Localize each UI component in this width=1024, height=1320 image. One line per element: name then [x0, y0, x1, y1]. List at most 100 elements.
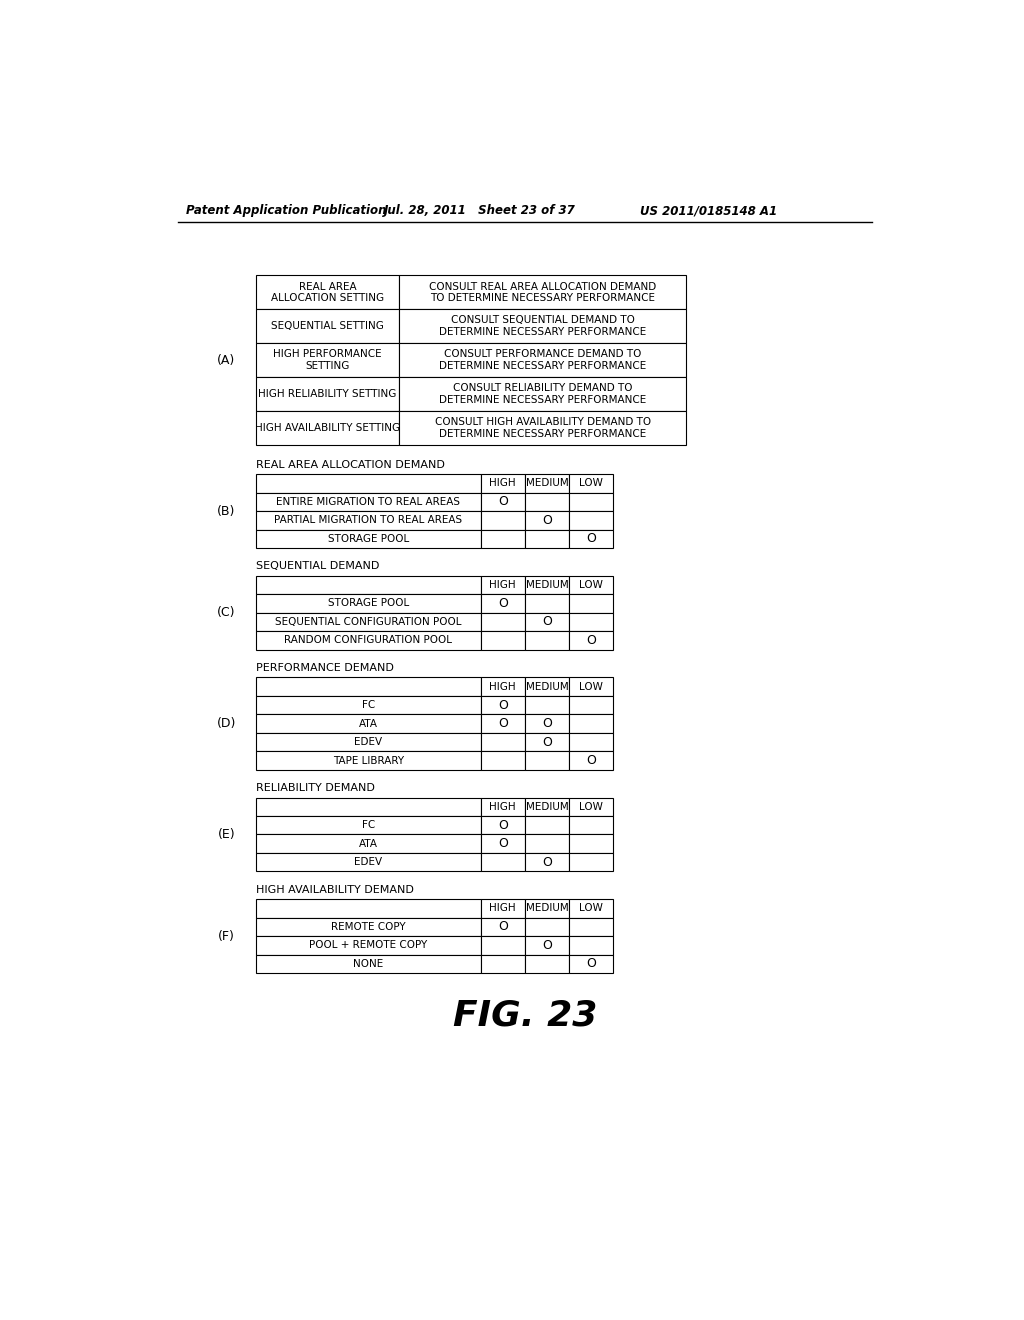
Text: REMOTE COPY: REMOTE COPY: [331, 921, 406, 932]
Text: ENTIRE MIGRATION TO REAL AREAS: ENTIRE MIGRATION TO REAL AREAS: [276, 496, 460, 507]
Text: HIGH AVAILABILITY SETTING: HIGH AVAILABILITY SETTING: [255, 422, 400, 433]
Bar: [524, 612, 569, 631]
Text: HIGH PERFORMANCE
SETTING: HIGH PERFORMANCE SETTING: [273, 350, 382, 371]
Bar: [524, 631, 569, 649]
Bar: [569, 816, 613, 834]
Bar: [480, 474, 524, 492]
Text: HIGH RELIABILITY SETTING: HIGH RELIABILITY SETTING: [258, 389, 396, 399]
Bar: [569, 576, 613, 594]
Text: O: O: [586, 957, 596, 970]
Text: MEDIUM: MEDIUM: [525, 903, 568, 913]
Bar: [480, 797, 524, 816]
Text: O: O: [498, 818, 508, 832]
Bar: [524, 733, 569, 751]
Text: O: O: [498, 837, 508, 850]
Bar: [524, 853, 569, 871]
Text: (C): (C): [217, 606, 236, 619]
Bar: [480, 714, 524, 733]
Text: O: O: [542, 855, 552, 869]
Bar: [524, 576, 569, 594]
Bar: [569, 834, 613, 853]
Text: (A): (A): [217, 354, 236, 367]
Text: PERFORMANCE DEMAND: PERFORMANCE DEMAND: [256, 663, 394, 673]
Bar: [480, 954, 524, 973]
Bar: [256, 899, 480, 917]
Text: MEDIUM: MEDIUM: [525, 579, 568, 590]
Bar: [480, 677, 524, 696]
Bar: [524, 594, 569, 612]
Bar: [524, 899, 569, 917]
Bar: [524, 917, 569, 936]
Text: HIGH: HIGH: [489, 903, 516, 913]
Text: O: O: [586, 754, 596, 767]
Text: CONSULT RELIABILITY DEMAND TO
DETERMINE NECESSARY PERFORMANCE: CONSULT RELIABILITY DEMAND TO DETERMINE …: [439, 383, 646, 405]
Bar: [524, 714, 569, 733]
Bar: [480, 917, 524, 936]
Text: LOW: LOW: [580, 801, 603, 812]
Text: EDEV: EDEV: [354, 857, 382, 867]
Text: CONSULT HIGH AVAILABILITY DEMAND TO
DETERMINE NECESSARY PERFORMANCE: CONSULT HIGH AVAILABILITY DEMAND TO DETE…: [434, 417, 650, 438]
Bar: [256, 576, 480, 594]
Text: TAPE LIBRARY: TAPE LIBRARY: [333, 755, 403, 766]
Text: LOW: LOW: [580, 478, 603, 488]
Bar: [524, 751, 569, 770]
Text: ATA: ATA: [358, 838, 378, 849]
Text: CONSULT PERFORMANCE DEMAND TO
DETERMINE NECESSARY PERFORMANCE: CONSULT PERFORMANCE DEMAND TO DETERMINE …: [439, 350, 646, 371]
Bar: [256, 378, 399, 411]
Text: RELIABILITY DEMAND: RELIABILITY DEMAND: [256, 783, 375, 793]
Text: LOW: LOW: [580, 681, 603, 692]
Bar: [480, 733, 524, 751]
Bar: [524, 936, 569, 954]
Text: O: O: [498, 597, 508, 610]
Text: EDEV: EDEV: [354, 737, 382, 747]
Bar: [569, 631, 613, 649]
Bar: [399, 276, 686, 309]
Text: O: O: [542, 615, 552, 628]
Text: HIGH: HIGH: [489, 681, 516, 692]
Bar: [256, 492, 480, 511]
Text: MEDIUM: MEDIUM: [525, 478, 568, 488]
Bar: [256, 954, 480, 973]
Text: NONE: NONE: [353, 958, 383, 969]
Text: (D): (D): [217, 717, 237, 730]
Bar: [480, 853, 524, 871]
Bar: [480, 511, 524, 529]
Bar: [480, 529, 524, 548]
Bar: [256, 343, 399, 378]
Bar: [569, 696, 613, 714]
Bar: [256, 936, 480, 954]
Text: O: O: [586, 634, 596, 647]
Text: O: O: [498, 495, 508, 508]
Bar: [524, 677, 569, 696]
Bar: [399, 411, 686, 445]
Bar: [569, 797, 613, 816]
Text: SEQUENTIAL CONFIGURATION POOL: SEQUENTIAL CONFIGURATION POOL: [275, 616, 462, 627]
Bar: [524, 474, 569, 492]
Bar: [480, 696, 524, 714]
Bar: [524, 834, 569, 853]
Bar: [256, 751, 480, 770]
Text: FIG. 23: FIG. 23: [453, 998, 597, 1032]
Text: HIGH AVAILABILITY DEMAND: HIGH AVAILABILITY DEMAND: [256, 884, 414, 895]
Bar: [480, 834, 524, 853]
Text: SEQUENTIAL SETTING: SEQUENTIAL SETTING: [271, 321, 384, 331]
Bar: [569, 936, 613, 954]
Text: SEQUENTIAL DEMAND: SEQUENTIAL DEMAND: [256, 561, 379, 572]
Bar: [524, 511, 569, 529]
Bar: [524, 696, 569, 714]
Bar: [569, 954, 613, 973]
Text: Patent Application Publication: Patent Application Publication: [186, 205, 387, 218]
Bar: [569, 529, 613, 548]
Bar: [569, 751, 613, 770]
Bar: [480, 576, 524, 594]
Bar: [256, 511, 480, 529]
Bar: [256, 714, 480, 733]
Text: REAL AREA
ALLOCATION SETTING: REAL AREA ALLOCATION SETTING: [271, 281, 384, 304]
Bar: [399, 309, 686, 343]
Bar: [569, 474, 613, 492]
Bar: [399, 343, 686, 378]
Bar: [569, 492, 613, 511]
Text: POOL + REMOTE COPY: POOL + REMOTE COPY: [309, 940, 427, 950]
Bar: [569, 853, 613, 871]
Bar: [256, 529, 480, 548]
